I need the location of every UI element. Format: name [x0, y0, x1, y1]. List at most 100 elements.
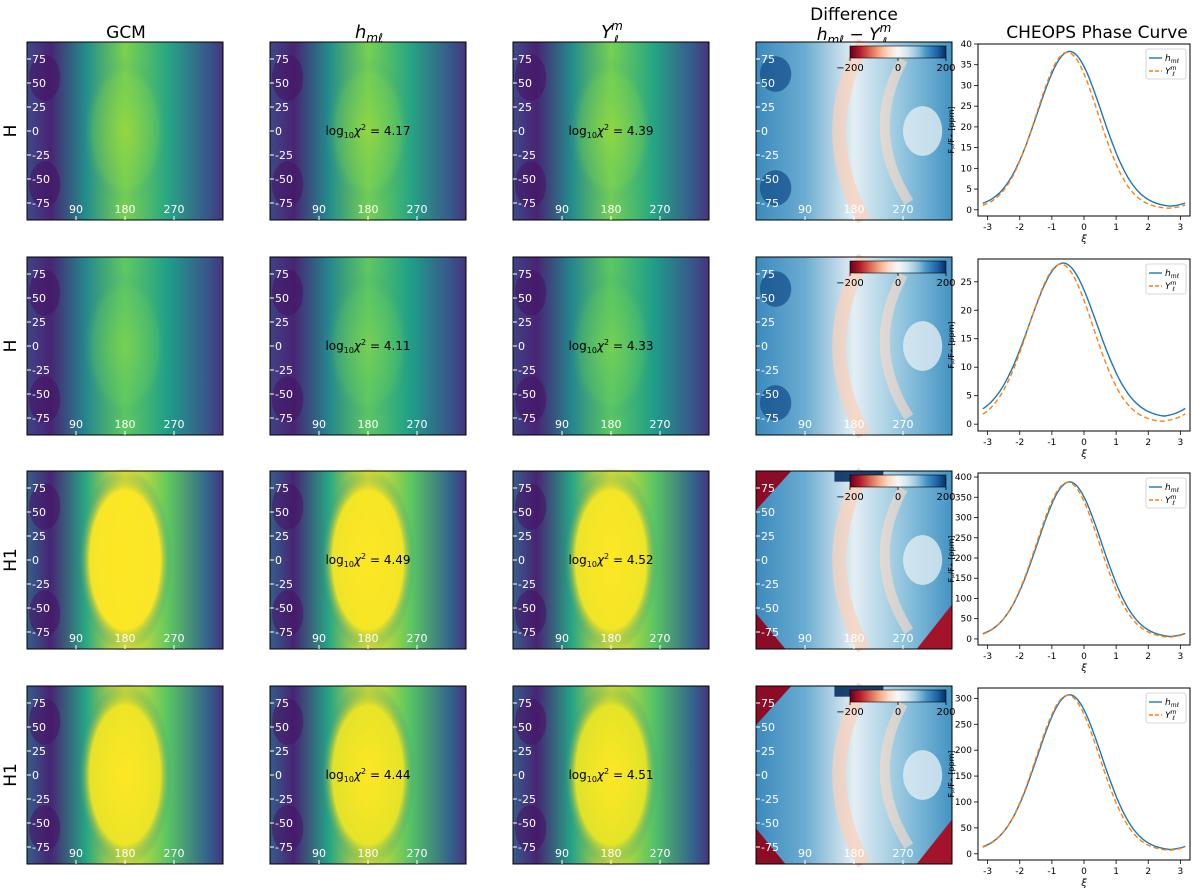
difference-spot: [759, 385, 792, 421]
lat-tick-label: -25: [518, 793, 536, 806]
col-title-ylm: Ym ℓ: [601, 19, 623, 47]
lon-tick-label: 270: [893, 203, 914, 216]
lat-tick-label: 75: [275, 53, 289, 66]
row-label: H: [1, 125, 21, 138]
chi-square-label: log10χ2 = 4.11: [325, 338, 410, 355]
phase-y-tick-label: 20: [961, 123, 973, 133]
colorbar: [849, 45, 947, 59]
lon-tick-label: 270: [893, 847, 914, 860]
phase-y-tick-label: 10: [961, 363, 973, 373]
lat-tick-label: -25: [275, 364, 293, 377]
lat-tick-label: -50: [761, 602, 779, 615]
map-cold-lobe: [271, 805, 304, 852]
lat-tick-label: -25: [761, 578, 779, 591]
lon-tick-label: 180: [115, 632, 136, 645]
lon-tick-label: 180: [601, 847, 622, 860]
lat-tick-label: -75: [518, 197, 536, 210]
difference-arc: [879, 701, 914, 849]
phase-y-tick-label: 20: [961, 306, 973, 316]
map-cold-lobe: [28, 698, 61, 745]
lat-tick-label: -50: [761, 817, 779, 830]
lat-tick-label: -25: [32, 364, 50, 377]
lon-tick-label: 180: [358, 203, 379, 216]
phase-y-tick-label: 200: [955, 746, 972, 756]
phase-y-tick-label: 30: [961, 81, 973, 91]
col-title-gcm: GCM: [106, 23, 146, 43]
colorbar: [849, 689, 947, 703]
chi-square-label: log10χ2 = 4.17: [325, 123, 410, 140]
lon-tick-label: 270: [407, 203, 428, 216]
map-hotspot: [320, 682, 416, 868]
lat-tick-label: 0: [518, 125, 525, 138]
map-hotspot: [567, 271, 655, 421]
legend-label-ylm: Ym ℓ: [1165, 280, 1177, 293]
phase-x-tick-label: -1: [1047, 223, 1056, 233]
phase-x-tick-label: 2: [1145, 867, 1151, 877]
lat-tick-label: 25: [761, 530, 775, 543]
difference-arc: [879, 57, 914, 205]
difference-centre: [903, 750, 943, 800]
phase-x-label: ξ: [1080, 449, 1087, 460]
difference-centre: [903, 535, 943, 585]
chi-square-label: log10χ2 = 4.39: [568, 123, 653, 140]
phase-series-Ylm: [982, 694, 1186, 851]
phase-y-label: Fₚ/F⋆ [ppm]: [947, 535, 956, 582]
lon-tick-label: 180: [358, 418, 379, 431]
lon-tick-label: 90: [69, 418, 83, 431]
lat-tick-label: -25: [275, 149, 293, 162]
phase-y-tick-label: 0: [966, 420, 972, 430]
lon-tick-label: 180: [844, 632, 865, 645]
lat-tick-label: -75: [32, 197, 50, 210]
colorbar: [849, 260, 947, 274]
phase-y-tick-label: 25: [961, 278, 972, 288]
lat-tick-label: 0: [275, 340, 282, 353]
lat-tick-label: 75: [761, 697, 775, 710]
phase-y-tick-label: 5: [966, 185, 972, 195]
lat-tick-label: -25: [518, 149, 536, 162]
map-cold-lobe: [271, 161, 304, 208]
lon-tick-label: 90: [69, 847, 83, 860]
lat-tick-label: 50: [518, 506, 532, 519]
lat-tick-label: -25: [32, 578, 50, 591]
legend-label-ylm: Ym ℓ: [1165, 709, 1177, 722]
map-hotspot: [81, 271, 169, 421]
lat-tick-label: -50: [518, 602, 536, 615]
lon-tick-label: 270: [650, 632, 671, 645]
map-hotspot: [320, 467, 416, 653]
phase-y-tick-label: 250: [955, 534, 972, 544]
lat-tick-label: 25: [275, 101, 289, 114]
lat-tick-label: 25: [518, 530, 532, 543]
difference-spot: [759, 170, 792, 206]
lat-tick-label: -50: [275, 388, 293, 401]
lat-tick-label: 50: [32, 77, 46, 90]
colorbar-tick-label: 200: [936, 707, 955, 718]
phase-x-label: ξ: [1080, 878, 1087, 889]
colorbar-tick-label: 0: [895, 492, 901, 503]
lat-tick-label: -50: [761, 388, 779, 401]
lat-tick-label: 25: [275, 530, 289, 543]
lon-tick-label: 180: [358, 847, 379, 860]
map-cold-lobe: [514, 269, 547, 316]
lat-tick-label: 0: [761, 769, 768, 782]
lon-tick-label: 270: [407, 847, 428, 860]
colorbar-tick-label: 0: [895, 278, 901, 289]
map-hotspot: [324, 271, 412, 421]
colorbar: [849, 474, 947, 488]
map-cold-lobe: [28, 161, 61, 208]
phase-x-tick-label: -3: [983, 652, 992, 662]
lon-tick-label: 90: [555, 418, 569, 431]
lat-tick-label: 25: [275, 745, 289, 758]
chi-square-label: log10χ2 = 4.44: [325, 767, 410, 784]
lat-tick-label: 50: [32, 506, 46, 519]
map-cold-lobe: [271, 483, 304, 530]
lat-tick-label: 0: [518, 340, 525, 353]
difference-spot: [759, 56, 792, 92]
colorbar-tick-label: 0: [895, 63, 901, 74]
legend-label-ylm: Ym ℓ: [1165, 65, 1177, 78]
phase-x-tick-label: 1: [1113, 438, 1119, 448]
map-hotspot: [324, 56, 412, 206]
lat-tick-label: 75: [32, 482, 46, 495]
lon-tick-label: 90: [312, 418, 326, 431]
lat-tick-label: -75: [32, 412, 50, 425]
